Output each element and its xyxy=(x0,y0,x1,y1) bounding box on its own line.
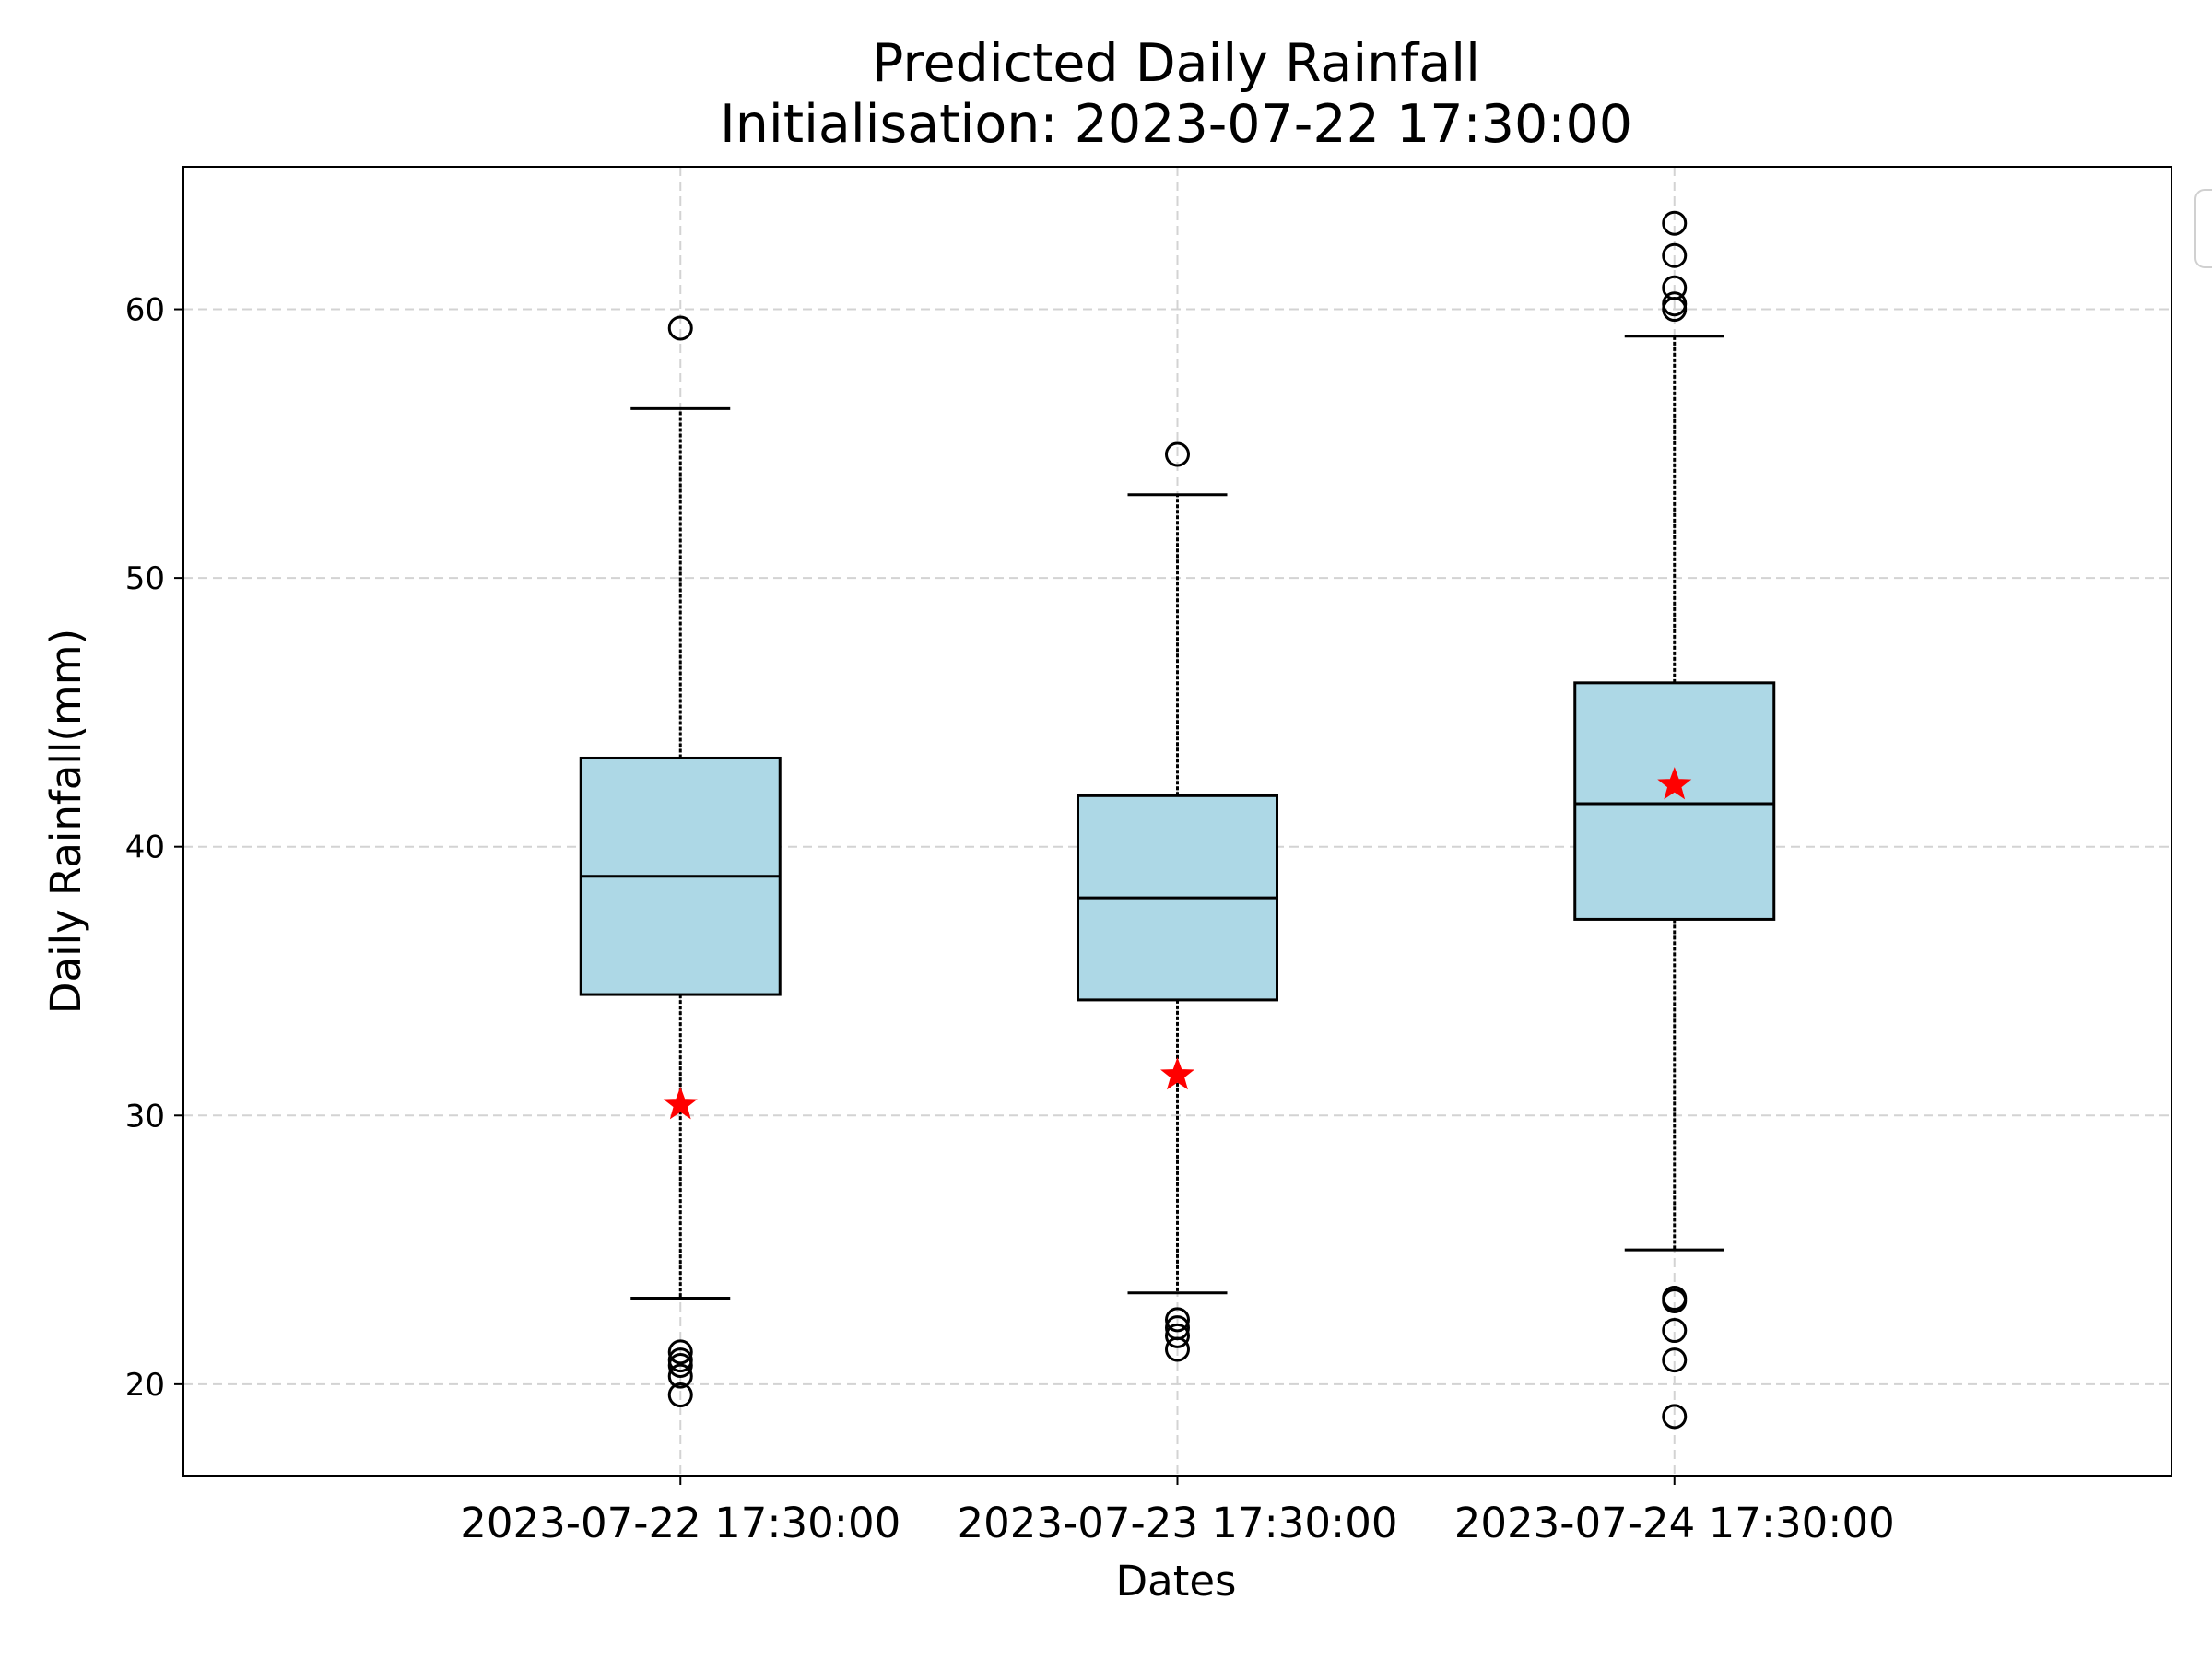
outlier-point xyxy=(667,1363,693,1389)
outlier-point xyxy=(667,1382,693,1408)
x-axis-ticks: 2023-07-22 17:30:00 2023-07-23 17:30:00 20… xyxy=(460,1476,1895,1547)
star-marker xyxy=(663,1087,698,1120)
outlier-point xyxy=(1662,210,1688,236)
outlier-point xyxy=(1165,1315,1190,1341)
x-tick-label: 2023-07-23 17:30:00 xyxy=(958,1499,1398,1547)
outlier-point xyxy=(667,1347,693,1373)
y-tick-label: 60 xyxy=(125,292,165,329)
box-iqr xyxy=(1573,681,1776,921)
y-tick-label: 50 xyxy=(125,560,165,597)
star-marker xyxy=(1160,1057,1194,1090)
y-axis-ticks: 20 30 40 50 60 xyxy=(125,292,183,1404)
y-tick-label: 40 xyxy=(125,830,165,866)
outlier-point xyxy=(1662,1286,1688,1312)
outlier-point xyxy=(1662,1404,1688,1430)
x-tick-label: 2023-07-24 17:30:00 xyxy=(1454,1499,1895,1547)
legend-box xyxy=(2194,189,2212,268)
x-axis-label: Dates xyxy=(1115,1557,1236,1606)
chart-subtitle: Initialisation: 2023-07-22 17:30:00 xyxy=(720,94,1632,155)
y-tick-label: 20 xyxy=(125,1367,165,1404)
star-marker xyxy=(1657,767,1692,800)
outlier-point xyxy=(1165,441,1190,467)
outlier-point xyxy=(667,1339,693,1365)
outlier-point xyxy=(1662,1347,1688,1373)
outlier-point xyxy=(1165,1307,1190,1333)
plot-area xyxy=(579,210,1776,1430)
outlier-point xyxy=(1165,1323,1190,1348)
box-group xyxy=(1573,210,1776,1430)
x-tick-label: 2023-07-22 17:30:00 xyxy=(460,1499,900,1547)
outlier-point xyxy=(1662,1318,1688,1344)
y-tick-label: 30 xyxy=(125,1098,165,1135)
box-group xyxy=(1077,441,1278,1362)
y-axis-label: Daily Rainfall(mm) xyxy=(41,629,90,1014)
outlier-point xyxy=(667,315,693,341)
outlier-point xyxy=(1662,291,1688,317)
outlier-point xyxy=(1662,242,1688,268)
chart-title: Predicted Daily Rainfall xyxy=(872,33,1480,94)
outlier-point xyxy=(1662,275,1688,300)
box-group xyxy=(579,315,782,1408)
